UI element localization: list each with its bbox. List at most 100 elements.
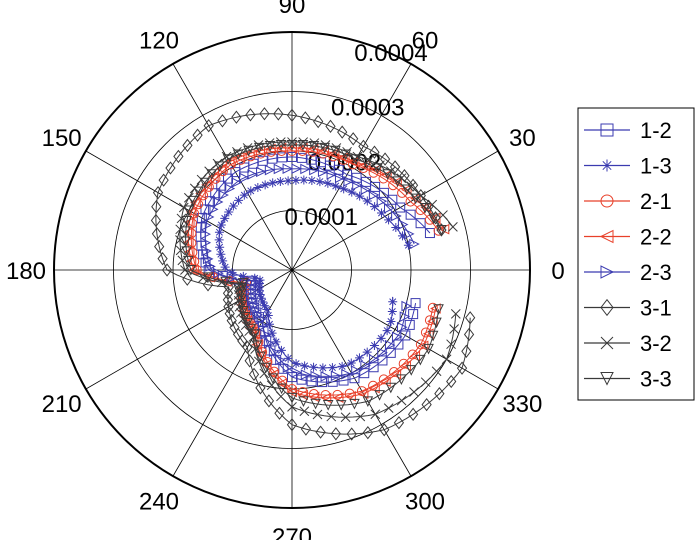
data-point	[200, 228, 212, 240]
angular-tick-labels: 0 30 60 90 120 150 180 210 240 270 300 330	[6, 0, 565, 540]
data-point	[283, 353, 293, 363]
data-point	[382, 169, 394, 180]
data-point	[224, 183, 236, 194]
data-point	[434, 386, 445, 401]
data-point	[405, 365, 417, 376]
data-point	[210, 188, 221, 199]
data-point	[330, 145, 341, 157]
legend-item: 3-2	[584, 331, 672, 356]
data-point	[277, 152, 288, 163]
data-point	[369, 341, 379, 351]
data-point	[463, 327, 475, 342]
data-point	[256, 293, 266, 303]
data-point	[260, 180, 270, 190]
data-point	[212, 158, 223, 169]
data-point	[268, 346, 280, 358]
legend-marker	[600, 298, 614, 317]
data-point	[276, 391, 286, 402]
legend-marker	[600, 336, 614, 350]
data-point	[370, 181, 381, 192]
data-point	[182, 255, 194, 267]
angular-tick-label: 120	[139, 28, 179, 55]
data-point	[253, 183, 263, 193]
data-point	[151, 200, 162, 214]
data-point	[355, 191, 365, 201]
data-point	[396, 395, 407, 406]
data-point	[226, 313, 237, 328]
data-point	[397, 219, 409, 230]
data-point	[330, 427, 342, 441]
data-point	[206, 169, 217, 180]
data-point	[256, 166, 267, 178]
data-point	[245, 323, 257, 335]
data-point	[383, 403, 394, 413]
data-point	[419, 202, 431, 214]
data-point	[390, 368, 402, 380]
data-point	[202, 278, 214, 292]
data-point	[348, 132, 359, 146]
data-point	[165, 161, 176, 175]
data-point	[239, 311, 251, 323]
data-point	[415, 205, 426, 216]
data-point	[386, 317, 396, 327]
legend-box	[577, 107, 695, 401]
data-point	[180, 236, 191, 248]
data-point	[242, 340, 253, 354]
data-point	[241, 317, 253, 329]
data-point	[318, 363, 328, 373]
data-point	[315, 177, 325, 187]
data-point	[266, 380, 277, 391]
data-point	[391, 222, 401, 232]
data-point	[362, 347, 372, 357]
data-point	[151, 227, 163, 241]
data-point	[265, 143, 276, 155]
data-point	[384, 202, 395, 214]
data-point	[389, 160, 401, 174]
data-point	[262, 304, 272, 314]
data-point	[222, 286, 234, 300]
data-point	[430, 303, 441, 314]
data-point	[283, 176, 293, 186]
data-point	[296, 152, 307, 163]
data-point	[415, 218, 426, 229]
data-point	[264, 140, 276, 152]
data-point	[286, 392, 298, 404]
data-point	[401, 300, 413, 312]
data-point	[182, 138, 193, 153]
legend-marker	[600, 123, 614, 137]
radial-tick-label: 0.0004	[354, 40, 427, 67]
data-point	[236, 288, 247, 300]
data-point	[427, 330, 439, 342]
data-series	[150, 107, 476, 441]
data-point	[436, 224, 447, 236]
legend-marker	[601, 159, 613, 172]
data-point	[399, 311, 411, 322]
data-point	[180, 226, 192, 237]
data-point	[337, 361, 347, 371]
data-point	[379, 152, 391, 166]
data-point	[361, 158, 373, 169]
data-point	[228, 201, 238, 211]
data-point	[323, 178, 333, 188]
angular-tick-label: 300	[405, 488, 445, 515]
angular-grid-line	[85, 269, 293, 390]
data-point	[410, 298, 421, 309]
legend-item: 2-1	[584, 189, 672, 214]
data-point	[401, 184, 413, 196]
data-point	[428, 213, 439, 225]
angular-tick-label: 0	[551, 258, 564, 285]
radial-tick-label: 0.0003	[331, 95, 404, 122]
data-point	[152, 185, 164, 200]
angular-tick-label: 240	[139, 488, 179, 515]
data-point	[255, 314, 267, 325]
legend-marker	[600, 194, 614, 208]
data-point	[340, 412, 351, 423]
data-point	[191, 265, 202, 275]
data-point	[360, 184, 372, 195]
data-point	[267, 153, 278, 164]
data-point	[237, 278, 249, 289]
series-3-3	[180, 140, 447, 411]
data-point	[203, 119, 214, 133]
data-point	[415, 354, 426, 366]
data-point	[263, 311, 273, 321]
